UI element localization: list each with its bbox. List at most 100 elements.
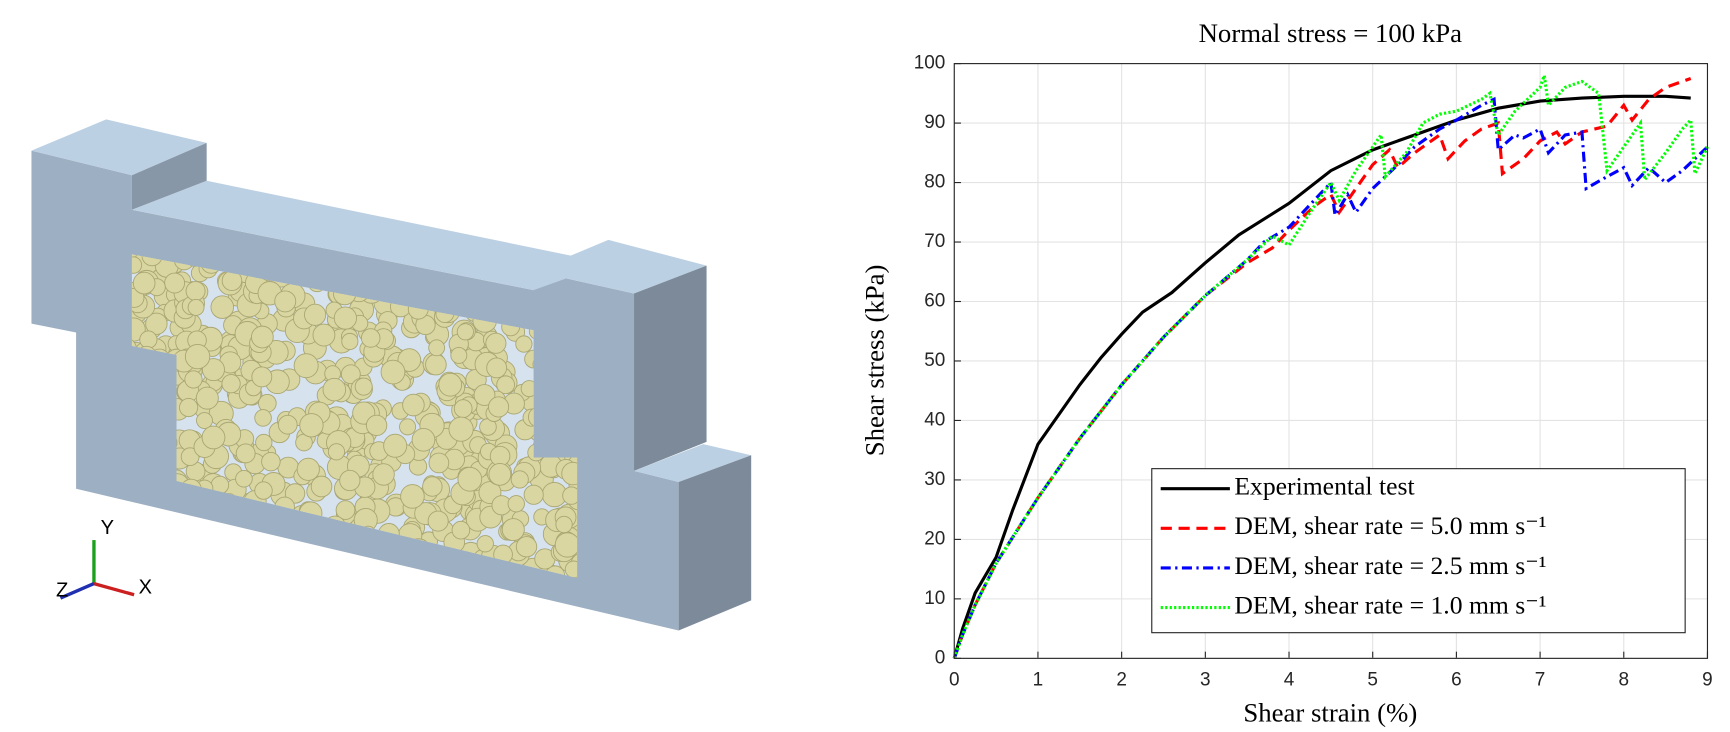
particle [496,375,515,395]
y-tick-label: 80 [924,172,945,193]
particle [341,332,359,351]
particle [134,552,155,573]
particle [554,532,578,558]
particle [235,443,256,464]
particle [182,528,204,550]
series-line [952,94,1691,659]
particle [157,560,182,579]
series-line [952,74,1709,659]
y-tick-label: 60 [924,291,945,312]
series-line [952,96,1709,659]
particle [131,534,142,556]
particle [383,433,408,458]
y-tick-label: 70 [924,231,945,252]
particle [140,535,158,554]
particle [164,272,186,294]
y-axis-label: Shear stress (kPa) [859,265,889,457]
x-tick-label: 7 [1535,670,1546,691]
particle [515,335,533,353]
particle [323,562,349,579]
particle [349,575,369,579]
particle [476,535,494,553]
particle [374,564,399,579]
particle [272,566,297,579]
particle [131,505,141,523]
y-tick-label: 40 [924,409,945,430]
particle [333,306,357,330]
particle [340,364,361,385]
legend-label: Experimental test [1234,472,1414,501]
particle [304,561,328,579]
particle [292,555,311,573]
particle [184,370,203,389]
particle [523,484,544,505]
particle [402,393,425,417]
particle [411,428,436,452]
particle [141,523,167,549]
particle [394,574,416,579]
box-side [131,142,207,210]
y-tick-label: 10 [924,588,945,609]
particle [165,550,187,572]
particle [372,463,395,486]
y-tick-label: 50 [924,350,945,371]
particle [180,447,200,467]
y-tick-label: 100 [914,53,946,74]
y-tick-label: 30 [924,469,945,490]
particle [473,384,496,406]
particle [485,332,507,354]
particle [205,524,228,548]
particle [194,537,213,556]
particle [562,486,578,505]
particle [167,511,189,533]
particle [185,281,206,302]
particle [325,549,348,573]
particle [251,366,273,388]
particle [131,567,138,579]
triad-z [59,582,95,600]
particle [360,328,381,348]
particle [195,386,219,410]
particle [339,469,361,492]
particle [322,573,341,579]
x-tick-label: 4 [1284,670,1295,691]
particle [172,546,194,568]
particle [274,290,297,313]
particle [239,557,263,579]
particle [293,353,319,379]
particle [397,348,422,372]
x-tick-label: 3 [1200,670,1211,691]
particle [144,546,167,569]
particle [221,374,241,394]
x-axis-label: Shear strain (%) [1243,697,1417,727]
particle [312,323,336,347]
particle [507,495,525,513]
particle [427,510,449,532]
particle [150,533,173,555]
particle [219,546,237,564]
particle [501,518,525,542]
particle [247,557,267,577]
particle [330,558,351,578]
x-tick-label: 8 [1619,670,1630,691]
particle [399,418,417,436]
y-tick-label: 0 [935,647,946,668]
particle [131,525,142,551]
box-top [31,119,207,176]
particle [184,546,202,564]
legend-box [1151,468,1686,634]
axis-triad: Y X Z [56,517,152,601]
particle [488,396,510,418]
particle [561,461,578,486]
y-tick-label: 20 [924,528,945,549]
particle [169,539,192,563]
particle [571,234,589,252]
box-top [533,239,707,294]
triad-x [93,581,135,597]
x-tick-label: 0 [949,670,960,691]
x-tick-label: 2 [1116,670,1127,691]
triad-label: Y [101,517,114,539]
particle [438,372,463,397]
particle [234,532,258,556]
